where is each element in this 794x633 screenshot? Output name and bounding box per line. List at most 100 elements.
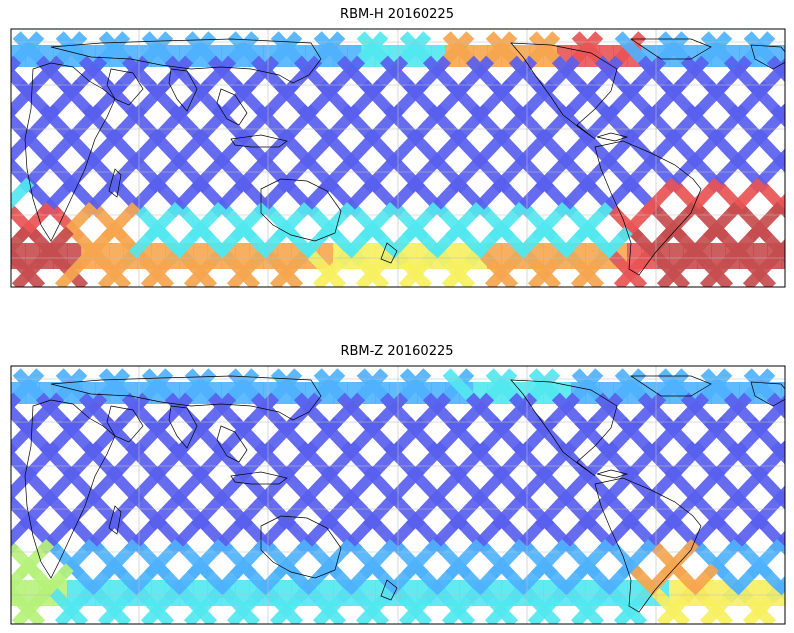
orbit-track xyxy=(147,490,187,531)
orbit-track xyxy=(683,177,723,218)
orbit-track xyxy=(723,563,762,604)
orbit-track xyxy=(312,587,352,624)
orbit-track xyxy=(168,441,207,482)
orbit-track xyxy=(766,575,785,604)
orbit-track xyxy=(11,448,35,482)
orbit-track xyxy=(683,514,723,555)
orbit-track xyxy=(12,368,52,409)
orbit-track xyxy=(508,226,547,267)
orbit-track xyxy=(469,104,508,145)
orbit-track xyxy=(577,490,617,531)
orbit-track xyxy=(297,104,336,145)
orbit-track xyxy=(551,392,591,433)
orbit-track xyxy=(706,153,746,194)
orbit-track xyxy=(379,563,418,604)
coastline xyxy=(24,62,116,242)
orbit-track xyxy=(485,368,525,409)
orbit-track xyxy=(422,226,461,267)
orbit-track xyxy=(356,31,396,72)
panel-title-rbm-z: RBM-Z 20160225 xyxy=(340,344,454,359)
orbit-track xyxy=(147,153,187,194)
orbit-track xyxy=(637,563,676,604)
orbit-track xyxy=(442,368,482,409)
map-frame xyxy=(10,365,786,625)
orbit-track xyxy=(78,563,117,604)
orbit-track xyxy=(11,493,16,503)
polar-coverage-north xyxy=(781,45,785,67)
orbit-track xyxy=(637,392,677,433)
orbit-track xyxy=(98,368,138,409)
orbit-track xyxy=(571,368,611,409)
orbit-track xyxy=(532,80,571,120)
orbit-track xyxy=(58,539,98,579)
coastline xyxy=(750,381,785,407)
orbit-track xyxy=(355,587,395,624)
orbit-track xyxy=(11,177,35,210)
orbit-track xyxy=(598,104,637,145)
orbit-track xyxy=(575,417,614,457)
orbit-track xyxy=(359,539,399,579)
orbit-track xyxy=(61,153,101,194)
orbit-track xyxy=(776,539,785,556)
orbit-track xyxy=(779,394,785,406)
orbit-track xyxy=(276,490,316,531)
coastline xyxy=(216,88,248,126)
orbit-track xyxy=(597,514,637,555)
orbit-track xyxy=(82,441,121,482)
orbit-track xyxy=(703,202,743,242)
orbit-track xyxy=(403,417,442,457)
orbit-track xyxy=(637,226,676,267)
map-panel-rbm-z xyxy=(10,365,786,625)
orbit-track xyxy=(104,490,144,531)
polar-coverage-north xyxy=(781,382,785,404)
orbit-track xyxy=(125,104,164,145)
orbit-track xyxy=(527,587,567,624)
orbit-track xyxy=(362,490,402,531)
orbit-track xyxy=(402,539,442,579)
orbit-track xyxy=(11,514,35,547)
orbit-track xyxy=(382,514,422,555)
orbit-track xyxy=(184,31,224,72)
orbit-track xyxy=(641,441,680,482)
orbit-track xyxy=(699,250,739,287)
orbit-track xyxy=(527,250,567,287)
orbit-track xyxy=(273,202,313,242)
orbit-track xyxy=(360,80,399,120)
orbit-track xyxy=(190,490,230,531)
orbit-track xyxy=(184,368,224,409)
orbit-track xyxy=(188,417,227,457)
orbit-track xyxy=(59,80,98,120)
orbit-track xyxy=(38,177,78,218)
orbit-track xyxy=(254,104,293,145)
orbit-track xyxy=(38,514,78,555)
orbit-track xyxy=(101,202,141,242)
orbit-track xyxy=(210,514,250,555)
orbit-track xyxy=(55,31,95,72)
coastlines xyxy=(24,375,785,613)
orbit-track xyxy=(780,590,785,601)
coastline xyxy=(24,399,116,579)
orbit-track xyxy=(528,368,568,409)
orbit-track xyxy=(469,441,508,482)
orbit-track xyxy=(58,202,98,242)
coastline xyxy=(380,242,398,264)
orbit-track xyxy=(227,31,267,72)
orbit-track xyxy=(620,490,660,531)
coastline xyxy=(106,405,144,443)
orbit-track xyxy=(121,226,160,267)
orbit-track xyxy=(594,392,634,433)
orbit-track xyxy=(82,104,121,145)
orbit-track xyxy=(316,202,356,242)
orbit-track xyxy=(11,539,19,555)
orbit-track xyxy=(426,104,465,145)
orbit-track xyxy=(39,104,78,145)
orbit-track xyxy=(446,80,485,120)
orbit-track xyxy=(656,250,696,287)
orbit-track xyxy=(164,392,204,433)
orbit-track xyxy=(207,563,246,604)
orbit-track xyxy=(270,31,310,72)
orbit-track xyxy=(594,563,633,604)
orbit-track xyxy=(164,55,204,96)
orbit-track xyxy=(11,587,51,624)
orbit-track xyxy=(742,587,782,624)
